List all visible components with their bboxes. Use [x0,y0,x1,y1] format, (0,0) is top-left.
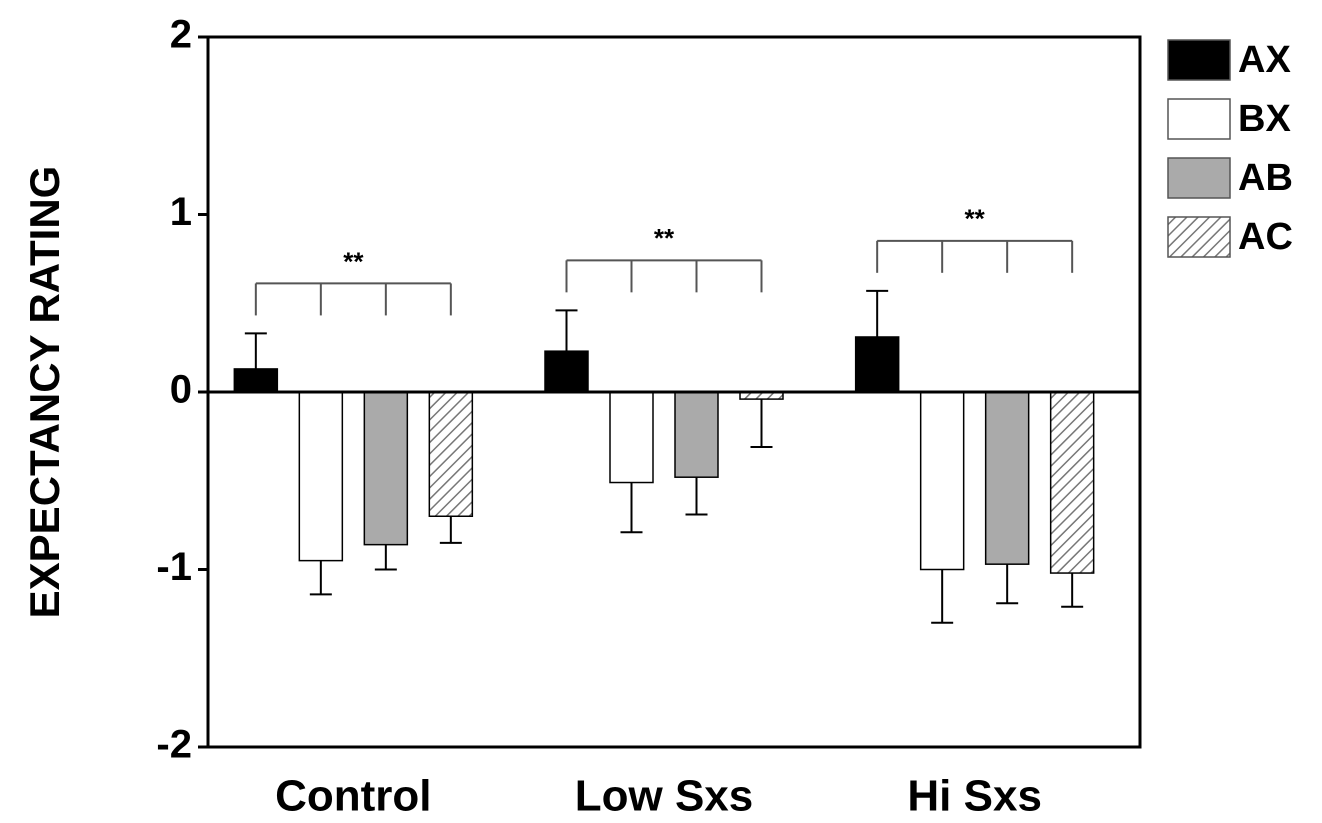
bar [428,391,474,517]
significance-label: ** [965,204,986,234]
y-tick-label: -1 [156,545,192,589]
bar [919,391,965,571]
legend-swatch [1167,157,1231,199]
y-tick-label: -2 [156,723,192,767]
legend-label: BX [1238,98,1291,140]
bar [363,391,409,546]
significance-label: ** [343,246,364,276]
legend-label: AX [1238,39,1291,81]
legend-swatch [1167,98,1231,140]
legend-label: AC [1238,216,1293,258]
bar [854,336,900,393]
bar [674,391,719,478]
y-tick-label: 2 [170,13,192,57]
legend-swatch [1167,39,1231,81]
significance-label: ** [654,223,675,253]
y-tick-label: 1 [170,190,192,234]
legend-label: AB [1238,157,1293,199]
bar [1049,391,1095,574]
y-tick-label: 0 [170,368,192,412]
bar [233,368,279,393]
bar [984,391,1030,565]
bar [298,391,344,562]
x-tick-label: Control [275,772,431,821]
bar [544,350,589,393]
y-axis-title: EXPECTANCY RATING [21,166,68,619]
bar [609,391,654,484]
legend-swatch [1167,216,1231,258]
x-tick-label: Low Sxs [575,772,754,821]
x-tick-label: Hi Sxs [907,772,1042,821]
